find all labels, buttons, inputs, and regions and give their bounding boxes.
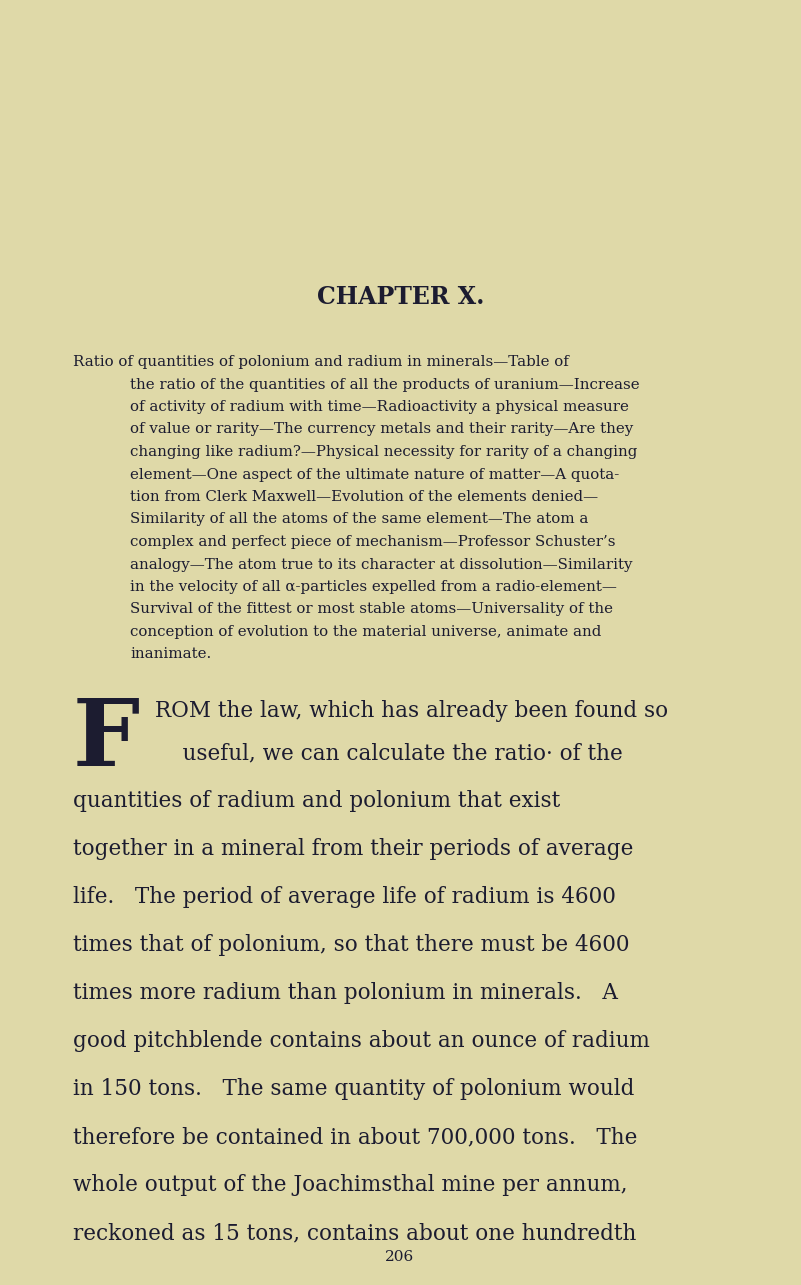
Text: whole output of the Joachimsthal mine per annum,: whole output of the Joachimsthal mine pe… xyxy=(73,1174,627,1196)
Text: reckoned as 15 tons, contains about one hundredth: reckoned as 15 tons, contains about one … xyxy=(73,1222,636,1244)
Text: life.   The period of average life of radium is 4600: life. The period of average life of radi… xyxy=(73,885,616,908)
Text: element—One aspect of the ultimate nature of matter—A quota-: element—One aspect of the ultimate natur… xyxy=(130,468,619,482)
Text: changing like radium?—Physical necessity for rarity of a changing: changing like radium?—Physical necessity… xyxy=(130,445,638,459)
Text: together in a mineral from their periods of average: together in a mineral from their periods… xyxy=(73,838,634,860)
Text: tion from Clerk Maxwell—Evolution of the elements denied—: tion from Clerk Maxwell—Evolution of the… xyxy=(130,490,598,504)
Text: Survival of the fittest or most stable atoms—Universality of the: Survival of the fittest or most stable a… xyxy=(130,603,613,617)
Text: in 150 tons.   The same quantity of polonium would: in 150 tons. The same quantity of poloni… xyxy=(73,1078,634,1100)
Text: CHAPTER X.: CHAPTER X. xyxy=(317,285,484,308)
Text: of activity of radium with time—Radioactivity a physical measure: of activity of radium with time—Radioact… xyxy=(130,400,629,414)
Text: times more radium than polonium in minerals.   A: times more radium than polonium in miner… xyxy=(73,982,618,1004)
Text: conception of evolution to the material universe, animate and: conception of evolution to the material … xyxy=(130,625,602,639)
Text: therefore be contained in about 700,000 tons.   The: therefore be contained in about 700,000 … xyxy=(73,1126,638,1148)
Text: useful, we can calculate the ratio· of the: useful, we can calculate the ratio· of t… xyxy=(155,741,622,765)
Text: analogy—The atom true to its character at dissolution—Similarity: analogy—The atom true to its character a… xyxy=(130,558,633,572)
Text: quantities of radium and polonium that exist: quantities of radium and polonium that e… xyxy=(73,790,560,812)
Text: Ratio of quantities of polonium and radium in minerals—Table of: Ratio of quantities of polonium and radi… xyxy=(73,355,569,369)
Text: 206: 206 xyxy=(385,1250,415,1264)
Text: times that of polonium, so that there must be 4600: times that of polonium, so that there mu… xyxy=(73,934,630,956)
Text: Similarity of all the atoms of the same element—The atom a: Similarity of all the atoms of the same … xyxy=(130,513,589,527)
Text: inanimate.: inanimate. xyxy=(130,648,211,662)
Text: F: F xyxy=(73,695,140,785)
Text: good pitchblende contains about an ounce of radium: good pitchblende contains about an ounce… xyxy=(73,1031,650,1052)
Text: the ratio of the quantities of all the products of uranium—Increase: the ratio of the quantities of all the p… xyxy=(130,378,640,392)
Text: ROM the law, which has already been found so: ROM the law, which has already been foun… xyxy=(155,700,668,722)
Text: of value or rarity—The currency metals and their rarity—Are they: of value or rarity—The currency metals a… xyxy=(130,423,634,437)
Text: complex and perfect piece of mechanism—Professor Schuster’s: complex and perfect piece of mechanism—P… xyxy=(130,535,615,549)
Text: in the velocity of all α-particles expelled from a radio-element—: in the velocity of all α-particles expel… xyxy=(130,580,617,594)
